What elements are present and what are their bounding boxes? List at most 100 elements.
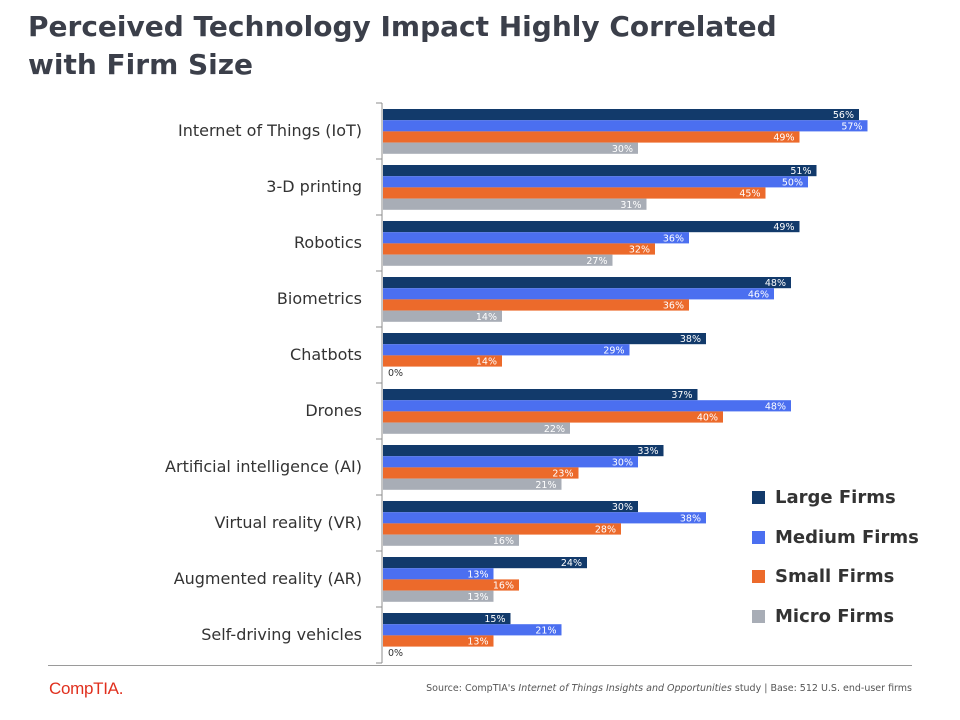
data-label: 27%: [586, 256, 607, 267]
category-label: Chatbots: [290, 345, 362, 364]
bar-large-firms: [383, 389, 698, 401]
bar-small-firms: [383, 467, 579, 479]
data-label: 37%: [671, 390, 692, 401]
bar-micro-firms: [383, 422, 570, 434]
data-label: 33%: [637, 446, 658, 457]
source-prefix: Source: CompTIA's: [426, 683, 519, 694]
bar-small-firms: [383, 131, 800, 143]
bar-medium-firms: [383, 288, 774, 300]
category-label: Virtual reality (VR): [214, 513, 362, 532]
legend-label: Small Firms: [775, 566, 895, 588]
data-label: 21%: [535, 625, 556, 636]
data-label: 14%: [476, 357, 497, 368]
data-label: 31%: [620, 200, 641, 211]
bar-large-firms: [383, 445, 664, 457]
bar-medium-firms: [383, 624, 562, 636]
category-label: Augmented reality (AR): [174, 569, 362, 588]
legend-label: Micro Firms: [775, 605, 895, 627]
legend-label: Large Firms: [775, 487, 896, 509]
data-label: 36%: [663, 301, 684, 312]
data-label: 30%: [612, 457, 633, 468]
data-label: 28%: [595, 525, 616, 536]
bar-large-firms: [383, 333, 706, 345]
data-label: 16%: [493, 581, 514, 592]
category-label: Internet of Things (IoT): [178, 121, 362, 140]
data-label: 13%: [467, 592, 488, 603]
source-suffix: study | Base: 512 U.S. end-user firms: [731, 683, 912, 694]
legend-item: Medium Firms: [752, 518, 919, 558]
footer-divider: [48, 665, 912, 666]
category-label: Robotics: [294, 233, 362, 252]
data-label: 30%: [612, 144, 633, 155]
bar-micro-firms: [383, 478, 562, 490]
chart-legend: Large Firms Medium Firms Small Firms Micro …: [752, 478, 919, 636]
data-label: 56%: [833, 110, 854, 121]
bar-large-firms: [383, 221, 800, 233]
bar-medium-firms: [383, 232, 689, 244]
bar-medium-firms: [383, 400, 791, 412]
data-label: 49%: [773, 222, 794, 233]
category-label: Artificial intelligence (AI): [165, 457, 362, 476]
data-label: 57%: [841, 121, 862, 132]
data-label: 22%: [544, 424, 565, 435]
data-label: 49%: [773, 133, 794, 144]
data-label: 30%: [612, 502, 633, 513]
data-label: 23%: [552, 469, 573, 480]
legend-item: Small Firms: [752, 557, 919, 597]
data-label: 29%: [603, 345, 624, 356]
legend-swatch: [752, 491, 765, 505]
bar-micro-firms: [383, 198, 647, 210]
bar-small-firms: [383, 579, 519, 591]
bar-medium-firms: [383, 512, 706, 524]
bar-micro-firms: [383, 310, 502, 322]
bar-small-firms: [383, 411, 723, 423]
source-study-title: Internet of Things Insights and Opportun…: [518, 683, 732, 694]
data-label: 32%: [629, 245, 650, 256]
bar-small-firms: [383, 635, 494, 647]
bar-medium-firms: [383, 176, 808, 188]
category-label: Self-driving vehicles: [201, 625, 362, 644]
bar-small-firms: [383, 243, 655, 255]
bar-micro-firms: [383, 254, 613, 266]
bar-large-firms: [383, 109, 859, 121]
bar-small-firms: [383, 299, 689, 311]
data-label: 45%: [739, 189, 760, 200]
title-line-1: Perceived Technology Impact Highly Corre…: [28, 10, 777, 43]
legend-item: Micro Firms: [752, 597, 919, 637]
comptia-logo: CompTIA.: [49, 679, 124, 698]
legend-swatch: [752, 609, 765, 623]
data-label: 14%: [476, 312, 497, 323]
data-label: 36%: [663, 233, 684, 244]
legend-item: Large Firms: [752, 478, 919, 518]
source-note: Source: CompTIA's Internet of Things Ins…: [426, 683, 912, 694]
bar-micro-firms: [383, 590, 494, 602]
bar-large-firms: [383, 557, 587, 569]
data-label: 24%: [561, 558, 582, 569]
category-label: Drones: [305, 401, 362, 420]
bar-medium-firms: [383, 456, 638, 468]
legend-label: Medium Firms: [775, 526, 919, 548]
data-label: 51%: [790, 166, 811, 177]
bar-micro-firms: [383, 534, 519, 546]
data-label: 0%: [388, 648, 403, 659]
data-label: 46%: [748, 289, 769, 300]
bar-medium-firms: [383, 568, 494, 580]
data-label: 13%: [467, 637, 488, 648]
bar-large-firms: [383, 277, 791, 289]
title-line-2: with Firm Size: [28, 48, 254, 81]
bar-medium-firms: [383, 120, 868, 132]
data-label: 40%: [697, 413, 718, 424]
legend-swatch: [752, 570, 765, 584]
data-label: 48%: [765, 401, 786, 412]
category-label: 3-D printing: [266, 177, 362, 196]
bar-medium-firms: [383, 344, 630, 356]
data-label: 38%: [680, 513, 701, 524]
bar-small-firms: [383, 187, 766, 199]
bar-small-firms: [383, 355, 502, 367]
data-label: 0%: [388, 368, 403, 379]
page-title: Perceived Technology Impact Highly Corre…: [28, 8, 928, 84]
bar-large-firms: [383, 165, 817, 177]
bar-large-firms: [383, 501, 638, 513]
data-label: 38%: [680, 334, 701, 345]
data-label: 50%: [782, 177, 803, 188]
